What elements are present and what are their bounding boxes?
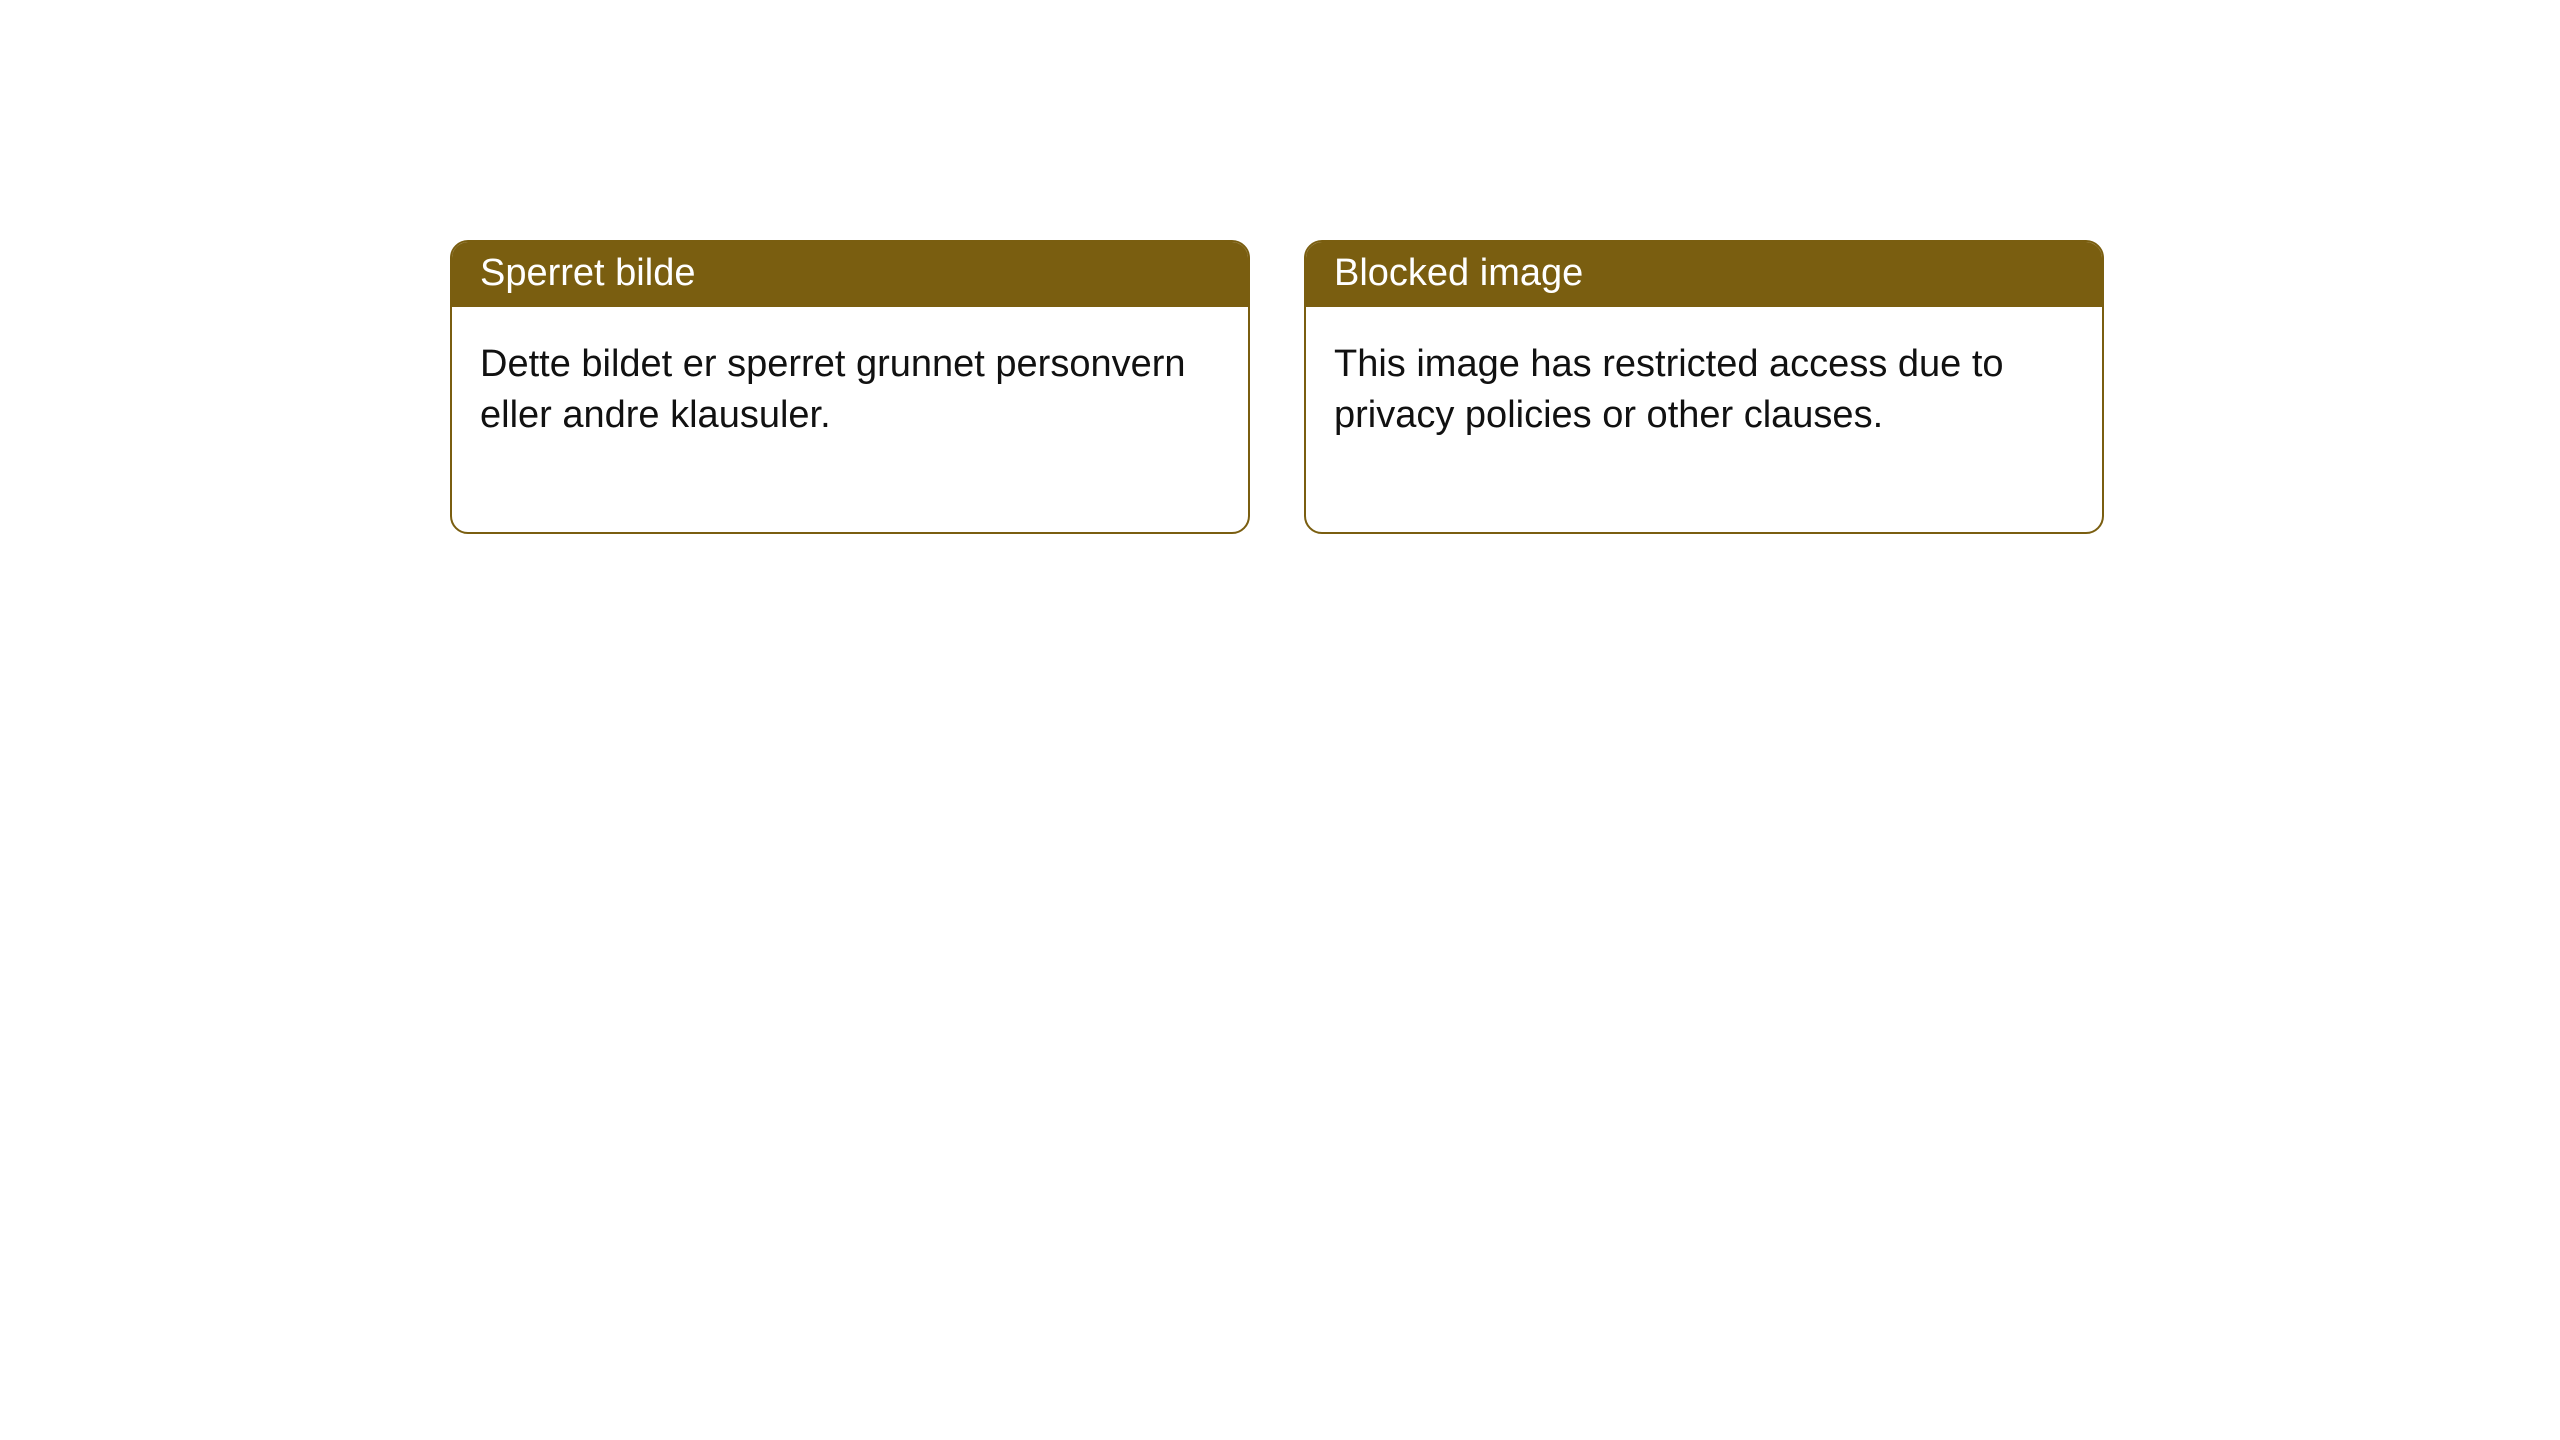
notice-body-no: Dette bildet er sperret grunnet personve… xyxy=(452,307,1248,532)
notice-container: Sperret bilde Dette bildet er sperret gr… xyxy=(450,240,2104,534)
notice-title-no: Sperret bilde xyxy=(480,252,695,294)
notice-header-no: Sperret bilde xyxy=(452,242,1248,307)
notice-body-en: This image has restricted access due to … xyxy=(1306,307,2102,532)
notice-card-en: Blocked image This image has restricted … xyxy=(1304,240,2104,534)
notice-text-no: Dette bildet er sperret grunnet personve… xyxy=(480,343,1186,436)
notice-card-no: Sperret bilde Dette bildet er sperret gr… xyxy=(450,240,1250,534)
notice-text-en: This image has restricted access due to … xyxy=(1334,343,2004,436)
notice-header-en: Blocked image xyxy=(1306,242,2102,307)
notice-title-en: Blocked image xyxy=(1334,252,1583,294)
